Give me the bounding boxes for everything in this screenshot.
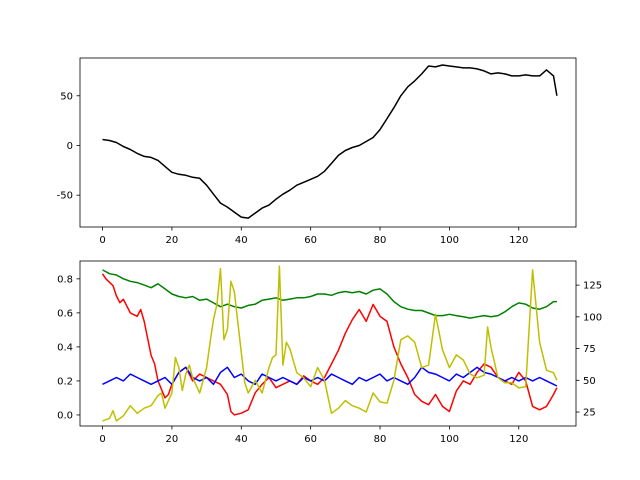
- bottom-chart: 0 20 40 60 80 100 120 0.0 0.2 0.4 0.6 0.8 25 50 75 100 1…: [57, 260, 602, 445]
- x-tick-label: 20: [166, 235, 179, 246]
- x-tick-label: 80: [374, 434, 387, 445]
- y2-tick-label: 125: [583, 281, 602, 292]
- series-line-3: [102, 269, 557, 319]
- x-tick-label: 20: [166, 434, 179, 445]
- y2-tick-label: 100: [583, 312, 602, 323]
- y-tick-label: 0.4: [57, 342, 73, 353]
- x-tick-label: 120: [509, 434, 528, 445]
- series-line-1: [102, 64, 558, 219]
- y-tick-label: 0.6: [57, 308, 73, 319]
- top-chart: 0 20 40 60 80 100 120 -50 0 50: [57, 57, 577, 246]
- x-tick-label: 40: [235, 235, 248, 246]
- x-tick-label: 60: [304, 434, 317, 445]
- x-tick-label: 100: [440, 235, 459, 246]
- y2-tick-label: 75: [583, 344, 596, 355]
- y-tick-label: 50: [60, 91, 73, 102]
- y-tick-label: 0.8: [57, 274, 73, 285]
- x-tick-label: 100: [440, 434, 459, 445]
- series-group: [102, 64, 558, 219]
- y-tick-label: 0.2: [57, 376, 73, 387]
- axes-frame: [79, 57, 577, 228]
- y2-tick-label: 25: [583, 408, 596, 419]
- x-tick-label: 40: [235, 434, 248, 445]
- y-tick-label: 0: [67, 141, 73, 152]
- y2-tick-label: 50: [583, 376, 596, 387]
- series-line-4: [102, 265, 558, 422]
- x-tick-label: 0: [99, 434, 105, 445]
- series-group: [101, 265, 558, 422]
- y-tick-label: -50: [57, 191, 73, 202]
- x-tick-label: 80: [374, 235, 387, 246]
- x-tick-label: 60: [304, 235, 317, 246]
- y-tick-label: 0.0: [57, 410, 73, 421]
- axes-frame: [79, 260, 577, 427]
- x-tick-label: 120: [509, 235, 528, 246]
- x-tick-label: 0: [99, 235, 105, 246]
